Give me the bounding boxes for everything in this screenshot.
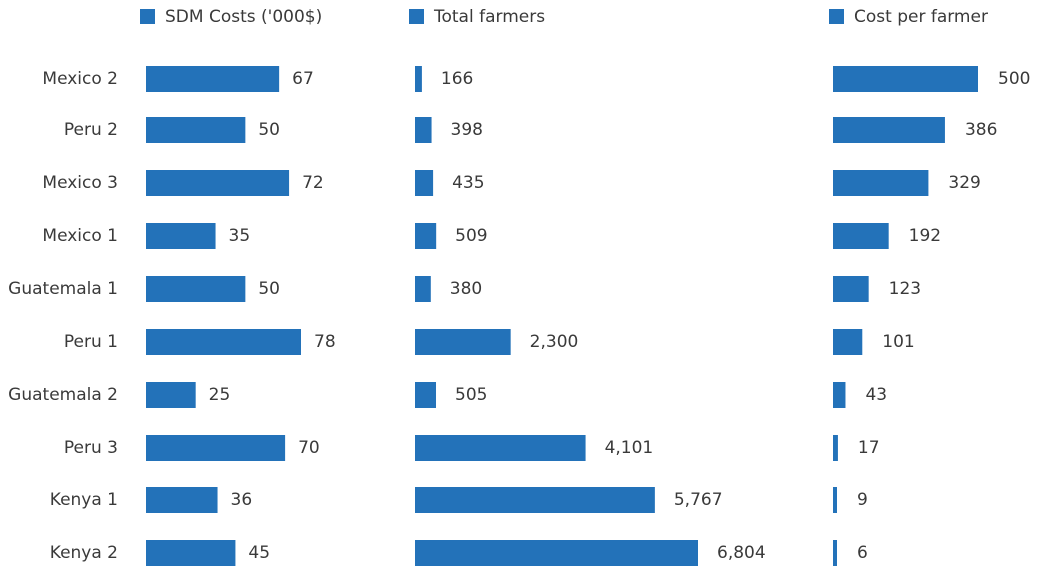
bar-cost-per-farmer	[833, 66, 978, 92]
value-label-sdm-costs: 36	[231, 490, 253, 510]
bar-cost-per-farmer	[833, 435, 838, 461]
category-label: Guatemala 2	[8, 385, 118, 405]
legend-item-sdm-costs: SDM Costs ('000$)	[140, 7, 322, 27]
value-label-cost-per-farmer: 500	[998, 69, 1030, 89]
category-label: Peru 2	[64, 120, 118, 140]
value-label-cost-per-farmer: 6	[857, 543, 868, 563]
bar-cost-per-farmer	[833, 540, 837, 566]
value-label-total-farmers: 505	[455, 385, 487, 405]
value-label-cost-per-farmer: 9	[857, 490, 868, 510]
bar-total-farmers	[415, 540, 698, 566]
legend-item-cost-per-farmer: Cost per farmer	[829, 7, 988, 27]
legend-item-total-farmers: Total farmers	[409, 7, 545, 27]
value-label-total-farmers: 509	[455, 226, 487, 246]
value-label-sdm-costs: 70	[298, 438, 320, 458]
legend-label: Total farmers	[433, 7, 545, 27]
category-label: Peru 1	[64, 332, 118, 352]
bar-panels: 67 50 72 35 50 78 25 70 36 45 166 398 435 509 380 2,300…	[146, 66, 1030, 566]
bar-cost-per-farmer	[833, 117, 945, 143]
value-label-cost-per-farmer: 101	[882, 332, 914, 352]
bar-sdm-costs	[146, 276, 246, 302]
value-label-total-farmers: 4,101	[605, 438, 654, 458]
panel-total-farmers: 166 398 435 509 380 2,300 505 4,101 5,767 6,804	[415, 66, 766, 566]
value-label-sdm-costs: 72	[302, 173, 324, 193]
category-label: Mexico 1	[42, 226, 118, 246]
panel-sdm-costs: 67 50 72 35 50 78 25 70 36 45	[146, 66, 336, 566]
value-label-total-farmers: 435	[452, 173, 484, 193]
value-label-cost-per-farmer: 192	[909, 226, 941, 246]
bar-sdm-costs	[146, 329, 301, 355]
value-label-sdm-costs: 45	[248, 543, 270, 563]
category-label: Peru 3	[64, 438, 118, 458]
legend-swatch	[829, 9, 844, 24]
value-label-total-farmers: 166	[441, 69, 473, 89]
value-label-total-farmers: 2,300	[530, 332, 579, 352]
value-label-total-farmers: 380	[450, 279, 482, 299]
bar-total-farmers	[415, 382, 437, 408]
value-label-cost-per-farmer: 386	[965, 120, 997, 140]
value-label-sdm-costs: 78	[314, 332, 336, 352]
value-label-cost-per-farmer: 43	[865, 385, 887, 405]
bar-sdm-costs	[146, 487, 218, 513]
bar-cost-per-farmer	[833, 170, 929, 196]
legend-label: SDM Costs ('000$)	[165, 7, 322, 27]
value-label-cost-per-farmer: 329	[948, 173, 980, 193]
bar-total-farmers	[415, 223, 437, 249]
bar-sdm-costs	[146, 540, 236, 566]
panel-cost-per-farmer: 500 386 329 192 123 101 43 17 9 6	[833, 66, 1030, 566]
bar-sdm-costs	[146, 66, 280, 92]
value-label-sdm-costs: 50	[258, 120, 280, 140]
category-labels: Mexico 2 Peru 2 Mexico 3 Mexico 1 Guatemala …	[8, 69, 118, 563]
bar-cost-per-farmer	[833, 487, 837, 513]
value-label-sdm-costs: 25	[209, 385, 231, 405]
value-label-sdm-costs: 35	[229, 226, 251, 246]
value-label-sdm-costs: 67	[292, 69, 314, 89]
value-label-total-farmers: 398	[451, 120, 483, 140]
legend: SDM Costs ('000$) Total farmers Cost per f…	[140, 7, 988, 27]
bar-total-farmers	[415, 117, 432, 143]
bar-sdm-costs	[146, 117, 246, 143]
legend-swatch	[409, 9, 424, 24]
bar-sdm-costs	[146, 170, 290, 196]
legend-label: Cost per farmer	[854, 7, 988, 27]
bar-cost-per-farmer	[833, 276, 869, 302]
bar-sdm-costs	[146, 382, 196, 408]
category-label: Guatemala 1	[8, 279, 118, 299]
bar-cost-per-farmer	[833, 223, 889, 249]
value-label-cost-per-farmer: 17	[858, 438, 880, 458]
bar-total-farmers	[415, 170, 434, 196]
category-label: Mexico 2	[42, 69, 118, 89]
bar-total-farmers	[415, 66, 422, 92]
bar-total-farmers	[415, 329, 511, 355]
bar-sdm-costs	[146, 223, 216, 249]
category-label: Kenya 1	[50, 490, 118, 510]
bar-cost-per-farmer	[833, 382, 846, 408]
bar-cost-per-farmer	[833, 329, 863, 355]
legend-swatch	[140, 9, 155, 24]
category-label: Kenya 2	[50, 543, 118, 563]
bar-sdm-costs	[146, 435, 286, 461]
bar-total-farmers	[415, 435, 586, 461]
value-label-total-farmers: 6,804	[717, 543, 766, 563]
value-label-cost-per-farmer: 123	[889, 279, 921, 299]
bar-total-farmers	[415, 487, 655, 513]
value-label-sdm-costs: 50	[258, 279, 280, 299]
category-label: Mexico 3	[42, 173, 118, 193]
value-label-total-farmers: 5,767	[674, 490, 723, 510]
bar-total-farmers	[415, 276, 431, 302]
